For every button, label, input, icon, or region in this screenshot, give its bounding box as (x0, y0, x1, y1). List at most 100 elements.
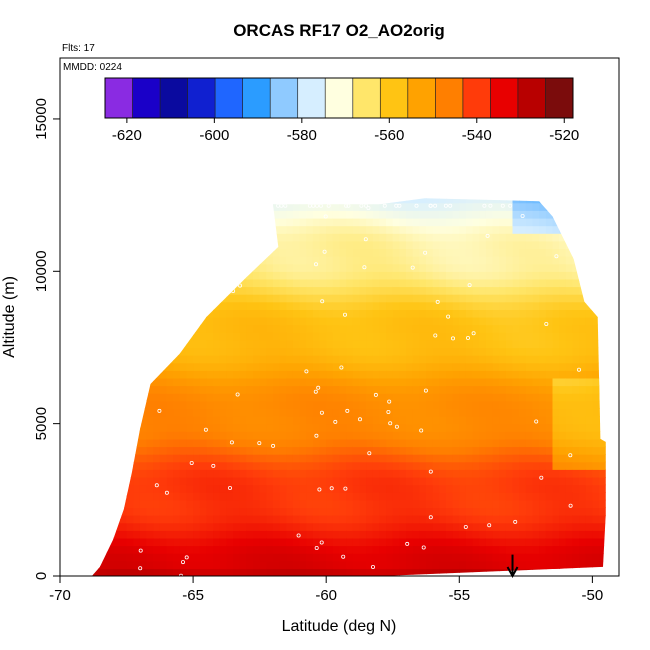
heatmap-cell (360, 188, 367, 196)
heatmap-cell (253, 188, 260, 196)
heatmap-cell (146, 202, 154, 211)
heatmap-cell (199, 461, 208, 470)
heatmap-cell (226, 431, 234, 440)
heatmap-cell (359, 477, 367, 486)
heatmap-cell (539, 446, 547, 455)
heatmap-cell (179, 545, 188, 554)
heatmap-cell (539, 385, 547, 394)
heatmap-cell (219, 324, 227, 333)
heatmap-cell (273, 233, 281, 242)
heatmap-cell (266, 393, 274, 402)
sample-point (112, 350, 117, 355)
heatmap-cell (545, 347, 554, 356)
heatmap-cell (366, 537, 374, 547)
heatmap-cell (406, 225, 414, 234)
heatmap-cell (233, 416, 241, 425)
heatmap-cell (379, 568, 387, 576)
heatmap-cell (126, 553, 134, 562)
heatmap-cell (173, 309, 181, 318)
heatmap-cell (585, 355, 593, 364)
heatmap-cell (586, 188, 593, 196)
heatmap-cell (485, 324, 494, 333)
heatmap-cell (399, 301, 407, 310)
heatmap-cell (239, 484, 247, 493)
heatmap-cell (472, 210, 480, 219)
heatmap-cell (559, 438, 567, 448)
heatmap-cell (133, 233, 141, 242)
heatmap-cell (472, 469, 480, 478)
heatmap-cell (219, 309, 227, 318)
heatmap-cell (199, 393, 208, 402)
y-tick-label: 0 (33, 572, 50, 580)
heatmap-cell (399, 537, 407, 547)
heatmap-cell (106, 423, 114, 432)
heatmap-cell (286, 560, 294, 569)
heatmap-cell (273, 256, 281, 265)
heatmap-cell (599, 423, 606, 432)
heatmap-cell (372, 370, 381, 379)
heatmap-cell (91, 362, 94, 371)
heatmap-cell (126, 225, 134, 234)
heatmap-cell (332, 477, 341, 486)
heatmap-cell (326, 522, 334, 531)
heatmap-cell (186, 515, 194, 524)
heatmap-cell (559, 492, 567, 501)
heatmap-cell (193, 271, 201, 280)
heatmap-cell (173, 537, 181, 547)
heatmap-cell (332, 309, 341, 318)
heatmap-cell (392, 431, 400, 440)
heatmap-cell (292, 355, 301, 364)
heatmap-cell (452, 233, 460, 242)
heatmap-cell (379, 218, 387, 227)
heatmap-cell (273, 553, 281, 562)
heatmap-cell (539, 438, 547, 448)
heatmap-cell (579, 286, 587, 295)
heatmap-cell (592, 408, 600, 417)
heatmap-cell (512, 240, 520, 249)
heatmap-cell (119, 438, 128, 448)
heatmap-cell (99, 553, 108, 562)
heatmap-cell (213, 560, 221, 569)
sample-point (367, 451, 372, 456)
heatmap-cell (346, 198, 354, 204)
heatmap-cell (419, 362, 427, 371)
heatmap-cell (286, 408, 294, 417)
heatmap-cell (312, 499, 321, 508)
heatmap-cell (146, 400, 154, 409)
heatmap-cell (392, 317, 400, 326)
heatmap-cell (193, 339, 201, 349)
heatmap-cell (332, 492, 341, 501)
heatmap-cell (259, 218, 267, 227)
heatmap-cell (199, 286, 208, 295)
heatmap-cell (552, 301, 560, 310)
heatmap-cell (352, 278, 361, 288)
heatmap-cell (146, 317, 154, 326)
heatmap-cell (446, 317, 454, 326)
heatmap-cell (459, 568, 467, 576)
heatmap-cell (279, 469, 287, 478)
heatmap-cell (565, 515, 574, 524)
heatmap-cell (312, 294, 321, 303)
heatmap-cell (585, 339, 593, 349)
heatmap-cell (339, 233, 347, 242)
y-tick-label: 10000 (33, 250, 50, 292)
heatmap-cell (525, 240, 534, 249)
heatmap-cell (246, 324, 254, 333)
heatmap-cell (119, 370, 128, 379)
heatmap-cell (399, 545, 407, 554)
heatmap-cell (432, 560, 440, 569)
heatmap-cell (606, 287, 613, 295)
heatmap-cell (153, 553, 161, 562)
heatmap-cell (539, 317, 547, 326)
heatmap-cell (332, 423, 341, 432)
heatmap-cell (186, 301, 194, 310)
heatmap-cell (153, 278, 161, 288)
heatmap-cell (219, 362, 227, 371)
sample-point (341, 554, 346, 559)
heatmap-cell (565, 438, 574, 448)
heatmap-cell (286, 256, 294, 265)
heatmap-cell (239, 332, 247, 341)
heatmap-cell (432, 393, 440, 402)
heatmap-cell (186, 393, 194, 402)
heatmap-cell (479, 347, 487, 356)
